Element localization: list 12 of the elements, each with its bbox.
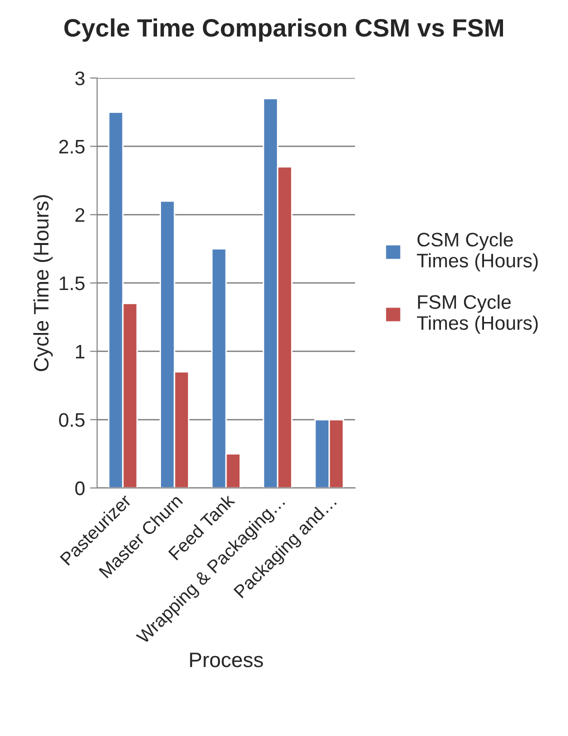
y-tick-label: 2 xyxy=(75,208,84,222)
y-axis-title: Cycle Time (Hours) xyxy=(33,195,53,372)
x-axis-title: Process xyxy=(190,652,263,668)
legend-label: FSM Cycle Times (Hours) xyxy=(416,294,538,334)
y-tick-label: 0 xyxy=(75,481,85,496)
y-tick-label: 1.5 xyxy=(60,276,85,290)
y-tick-label: 0.5 xyxy=(59,413,85,427)
y-tick-label: 2.5 xyxy=(59,140,85,154)
y-tick-label: 3 xyxy=(75,71,84,86)
y-tick-label: 1 xyxy=(76,344,84,358)
legend-label: CSM Cycle Times (Hours) xyxy=(416,232,538,272)
chart-title: Cycle Time Comparison CSM vs FSM xyxy=(64,18,504,42)
